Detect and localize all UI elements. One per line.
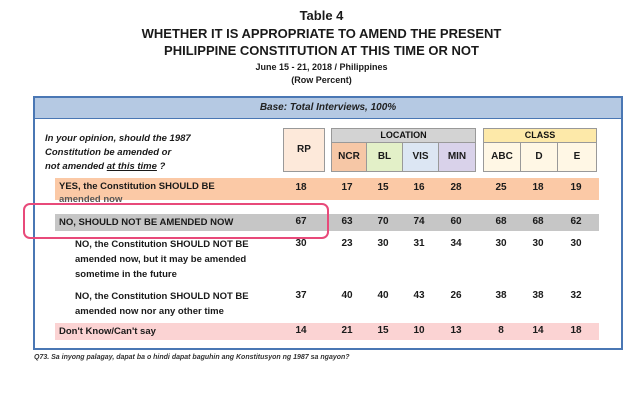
location-group-header: LOCATION [331,128,476,142]
row-label: Don't Know/Can't say [59,326,156,337]
cell-vis: 31 [413,238,425,249]
cell-vis: 43 [413,290,425,301]
cell-d: 68 [532,216,544,227]
cell-ncr: 17 [341,182,353,193]
col-header-min: MIN [438,142,476,172]
cell-rp: 37 [295,290,307,301]
cell-e: 30 [570,238,582,249]
row-label-cont: amended now [59,194,123,205]
row-label-cont: amended now, but it may be amended [75,254,247,265]
cell-rp: 30 [295,238,307,249]
question-text: In your opinion, should the 1987 Constit… [45,132,275,174]
rp-header-box [283,128,325,172]
cell-rp: 18 [295,182,307,193]
cell-bl: 30 [377,238,389,249]
table-row-yes: YES, the Constitution SHOULD BE amended … [55,178,599,205]
cell-d: 14 [532,325,544,336]
col-header-d: D [520,142,558,172]
cell-d: 18 [532,182,544,193]
col-header-vis: VIS [402,142,439,172]
row-label-cont-2: sometime in the future [75,269,177,280]
cell-abc: 68 [495,216,507,227]
cell-e: 19 [570,182,582,193]
class-group-header: CLASS [483,128,597,142]
highlight-callout [23,203,329,239]
cell-abc: 25 [495,182,507,193]
col-header-abc: ABC [483,142,521,172]
row-label: NO, the Constitution SHOULD NOT BE [75,239,249,250]
cell-vis: 74 [413,216,425,227]
rp-header: RP [297,144,311,155]
cell-bl: 40 [377,290,389,301]
table-row-dont-know: Don't Know/Can't say 14 21 15 10 13 8 14… [55,323,599,340]
base-band: Base: Total Interviews, 100% [35,98,621,119]
cell-bl: 70 [377,216,389,227]
cell-min: 28 [450,182,462,193]
cell-min: 34 [450,238,462,249]
table-row-no-never: NO, the Constitution SHOULD NOT BE amend… [55,288,599,320]
cell-vis: 16 [413,182,425,193]
cell-min: 26 [450,290,462,301]
footnote: Q73. Sa inyong palagay, dapat ba o hindi… [34,354,350,361]
title-line-2: PHILIPPINE CONSTITUTION AT THIS TIME OR … [164,43,479,58]
row-label: YES, the Constitution SHOULD BE [59,181,215,192]
cell-abc: 30 [495,238,507,249]
cell-rp: 14 [295,325,307,336]
cell-e: 18 [570,325,582,336]
col-header-e: E [557,142,597,172]
row-label: NO, SHOULD NOT BE AMENDED NOW [59,217,234,228]
col-header-ncr: NCR [331,142,367,172]
cell-ncr: 23 [341,238,353,249]
table-row-no-future: NO, the Constitution SHOULD NOT BE amend… [55,236,599,284]
title-line-1: WHETHER IT IS APPROPRIATE TO AMEND THE P… [141,26,502,41]
cell-vis: 10 [413,325,425,336]
cell-min: 13 [450,325,462,336]
cell-abc: 38 [495,290,507,301]
cell-abc: 8 [498,325,504,336]
cell-e: 62 [570,216,582,227]
survey-date: June 15 - 21, 2018 / Philippines [255,62,388,72]
row-label-cont: amended now nor any other time [75,306,224,317]
question-line-1: In your opinion, should the 1987 [45,133,191,144]
cell-e: 32 [570,290,582,301]
row-percent-note: (Row Percent) [291,75,352,85]
question-line-2: Constitution be amended or [45,147,172,158]
cell-d: 30 [532,238,544,249]
row-label: NO, the Constitution SHOULD NOT BE [75,291,249,302]
cell-bl: 15 [377,182,389,193]
cell-bl: 15 [377,325,389,336]
cell-ncr: 21 [341,325,353,336]
cell-ncr: 40 [341,290,353,301]
table-label: Table 4 [299,8,344,23]
cell-ncr: 63 [341,216,353,227]
cell-d: 38 [532,290,544,301]
cell-min: 60 [450,216,462,227]
cell-rp: 67 [295,216,307,227]
question-line-3: not amended at this time ? [45,161,166,172]
col-header-bl: BL [366,142,403,172]
